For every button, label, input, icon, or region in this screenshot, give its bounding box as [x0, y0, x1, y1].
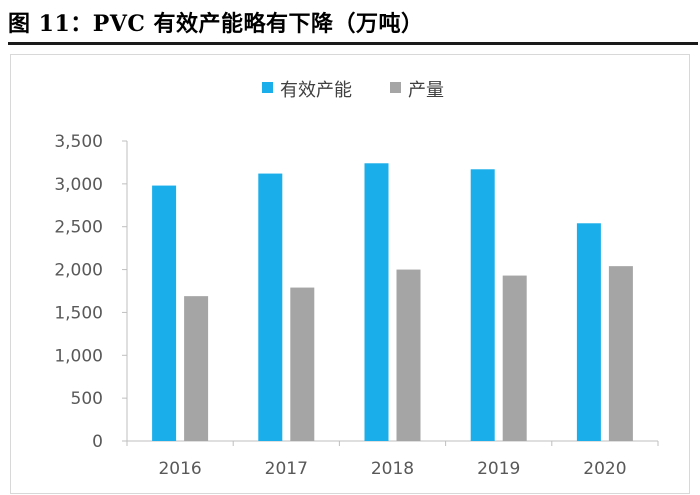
y-axis: 0 500 1,000 1,500 2,000 2,500 3,000 3,500 [54, 132, 128, 452]
legend: 有效产能 产量 [262, 80, 444, 101]
figure-title: 图 11：PVC 有效产能略有下降（万吨） [8, 11, 424, 37]
y-tick-label: 1,000 [54, 346, 103, 366]
y-tick-label: 2,500 [54, 218, 103, 238]
legend-swatch-capacity [262, 82, 273, 93]
chart-panel [10, 54, 690, 494]
title-divider [8, 42, 698, 45]
legend-swatch-output [390, 82, 401, 93]
y-tick-label: 3,000 [54, 175, 103, 195]
bar-capacity [152, 185, 177, 441]
x-tick-label: 2017 [265, 459, 308, 479]
y-tick-label: 2,000 [54, 261, 103, 281]
x-tick-label: 2016 [158, 459, 201, 479]
bar-capacity [576, 223, 601, 441]
bar-output [608, 266, 633, 441]
x-tick-label: 2020 [583, 459, 626, 479]
x-tick-label: 2019 [477, 459, 520, 479]
bar-capacity [470, 169, 495, 442]
bars [152, 163, 633, 442]
y-tick-label: 0 [92, 432, 103, 452]
bar-output [396, 269, 421, 441]
y-tick-label: 1,500 [54, 303, 103, 323]
x-axis: 2016 2017 2018 2019 2020 [126, 440, 659, 479]
x-tick-label: 2018 [371, 459, 414, 479]
bar-output [184, 296, 209, 441]
y-tick-label: 500 [71, 389, 103, 409]
legend-label-output: 产量 [408, 80, 444, 101]
legend-label-capacity: 有效产能 [280, 80, 352, 101]
bar-output [290, 287, 315, 441]
bar-capacity [364, 163, 389, 442]
y-tick-label: 3,500 [54, 132, 103, 152]
bar-capacity [258, 173, 283, 442]
bar-output [502, 275, 527, 441]
